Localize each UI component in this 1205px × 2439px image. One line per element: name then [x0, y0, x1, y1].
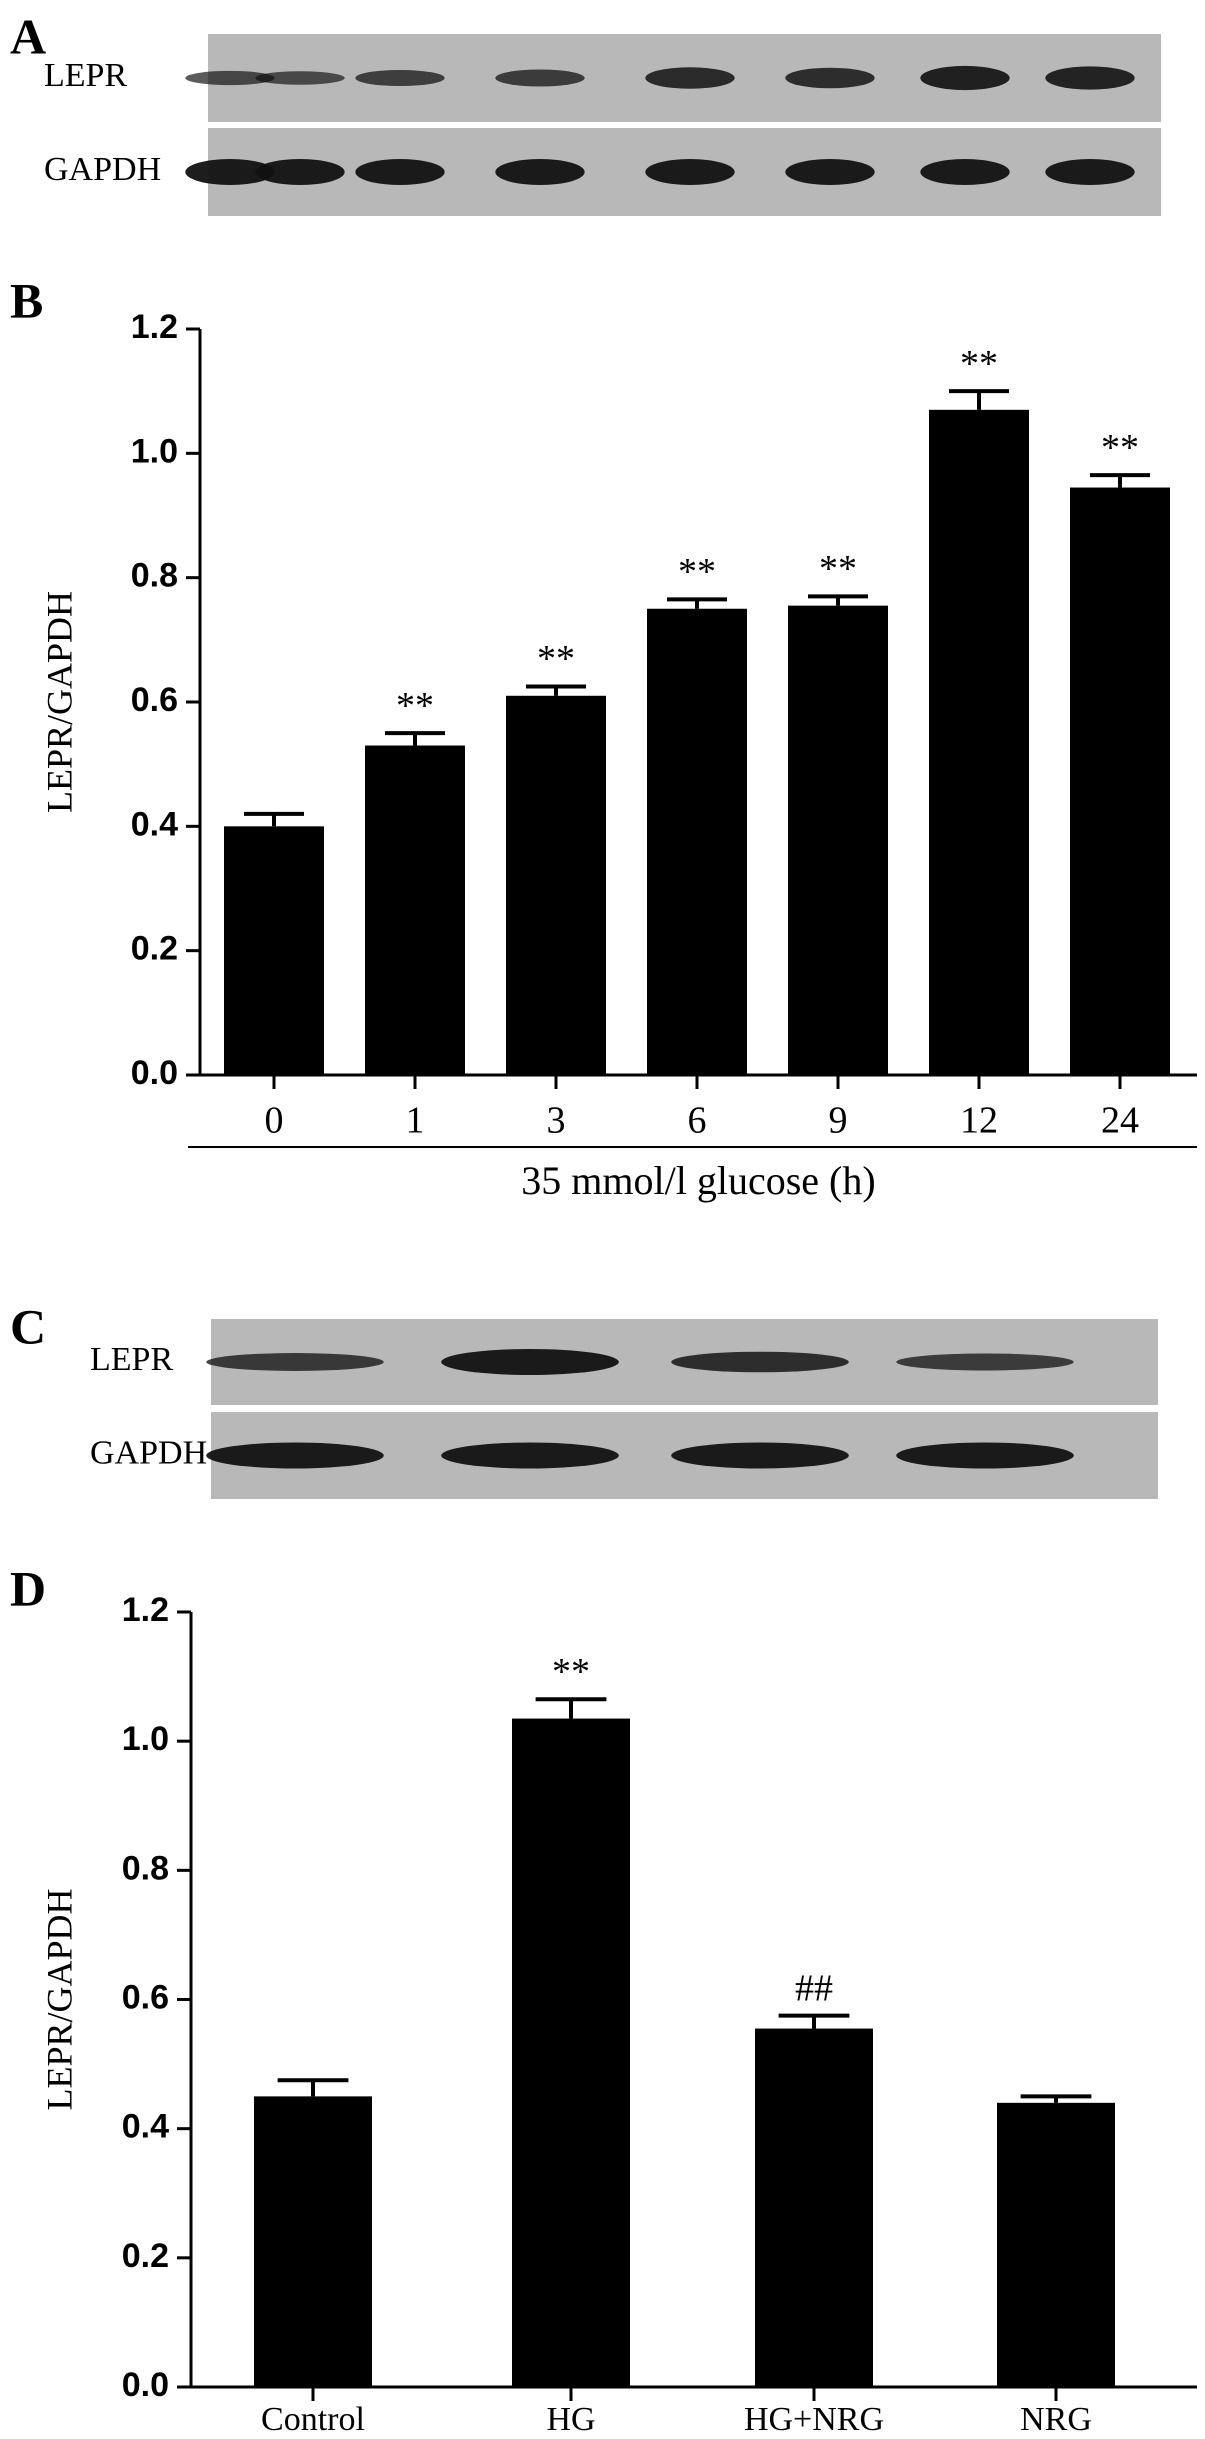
significance-marker: ** [1101, 427, 1139, 469]
blot-band [355, 159, 445, 185]
y-tick-label: 0.0 [122, 2366, 169, 2404]
bar [647, 608, 747, 1075]
y-tick-label: 0.6 [122, 1978, 169, 2016]
blot-band [206, 1353, 384, 1371]
x-tick-label: HG [546, 2401, 595, 2438]
blot-band [185, 159, 275, 185]
blot-band [645, 159, 735, 185]
blot-label: LEPR [44, 57, 127, 94]
blot-band [896, 1353, 1074, 1371]
blot-label: GAPDH [44, 151, 161, 188]
x-tick-label: NRG [1020, 2401, 1092, 2438]
x-tick-label: 1 [406, 1100, 425, 1142]
blot-band [441, 1442, 619, 1469]
blot-band [785, 67, 875, 89]
significance-marker: ## [795, 1967, 833, 2009]
y-tick-label: 0.2 [122, 2237, 169, 2275]
blot-band [671, 1351, 849, 1373]
y-tick-label: 0.8 [122, 1849, 169, 1887]
error-bar [949, 389, 1009, 410]
blot-band [206, 1442, 384, 1469]
panel-label: B [10, 272, 43, 328]
significance-marker: ** [678, 551, 716, 593]
blot-band [255, 71, 345, 85]
error-bar [244, 811, 304, 827]
panel-label: D [10, 1560, 46, 1616]
x-tick-label: 3 [547, 1100, 566, 1142]
y-tick-label: 1.2 [131, 308, 178, 346]
bar [1070, 487, 1170, 1075]
significance-marker: ** [396, 685, 434, 727]
bar [755, 2028, 873, 2387]
blot-band [495, 159, 585, 185]
blot-band [1045, 66, 1135, 90]
error-bar [808, 594, 868, 606]
x-tick-label: 0 [265, 1100, 284, 1142]
significance-marker: ** [537, 638, 575, 680]
y-tick-label: 0.6 [131, 681, 178, 719]
blot-band [920, 159, 1010, 185]
blot-band [671, 1442, 849, 1469]
significance-marker: ** [819, 548, 857, 590]
bar [506, 695, 606, 1075]
y-tick-label: 0.4 [131, 805, 178, 843]
bar [224, 826, 324, 1075]
blot-band [645, 67, 735, 89]
y-tick-label: 1.0 [122, 1720, 169, 1758]
y-tick-label: 0.2 [131, 930, 178, 968]
panel-label: A [10, 8, 46, 64]
y-tick-label: 1.0 [131, 432, 178, 470]
x-tick-label: 6 [688, 1100, 707, 1142]
blot-band [355, 69, 445, 87]
error-bar [1020, 2094, 1092, 2103]
y-tick-label: 1.2 [122, 1591, 169, 1629]
bar [254, 2096, 372, 2387]
y-axis-label: LEPR/GAPDH [39, 1888, 79, 2110]
blot-band [1045, 159, 1135, 185]
panel-label: C [10, 1298, 46, 1354]
y-axis-label: LEPR/GAPDH [39, 591, 79, 813]
blot-band [920, 65, 1010, 91]
blot-band [896, 1442, 1074, 1469]
bar [929, 409, 1029, 1076]
error-bar [1090, 473, 1150, 488]
blot-label: GAPDH [90, 1434, 207, 1471]
x-tick-label: 9 [829, 1100, 848, 1142]
error-bar [535, 1697, 607, 1719]
y-tick-label: 0.4 [122, 2108, 169, 2146]
x-tick-label: HG+NRG [744, 2401, 884, 2438]
blot-band [495, 69, 585, 87]
bar [788, 605, 888, 1075]
error-bar [526, 684, 586, 696]
error-bar [385, 731, 445, 746]
x-tick-label: 12 [960, 1100, 998, 1142]
y-tick-label: 0.8 [131, 557, 178, 595]
x-tick-label: Control [261, 2401, 365, 2438]
significance-marker: ** [960, 343, 998, 385]
error-bar [277, 2078, 349, 2097]
blot-band [441, 1349, 619, 1375]
error-bar [778, 2013, 850, 2029]
error-bar [667, 597, 727, 609]
significance-marker: ** [552, 1651, 590, 1693]
bar [512, 1718, 630, 2387]
x-axis-label: 35 mmol/l glucose (h) [521, 1158, 875, 1203]
blot-band [255, 159, 345, 185]
x-tick-label: 24 [1101, 1100, 1139, 1142]
blot-label: LEPR [90, 1341, 173, 1378]
y-tick-label: 0.0 [131, 1054, 178, 1092]
blot-band [185, 70, 275, 86]
bar [365, 745, 465, 1075]
blot-band [785, 159, 875, 185]
bar [997, 2102, 1115, 2387]
